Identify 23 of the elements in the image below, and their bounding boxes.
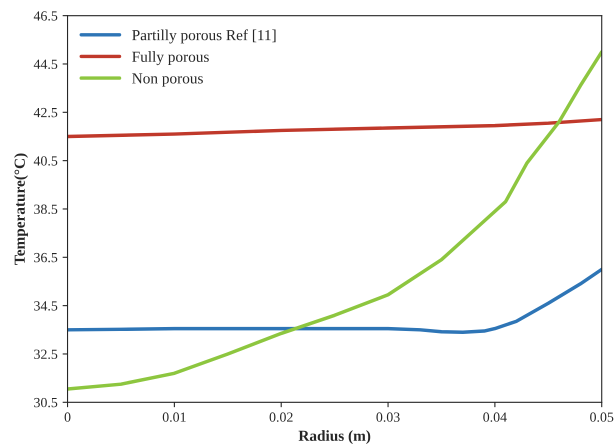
legend-label: Fully porous bbox=[132, 51, 209, 66]
legend-label: Non porous bbox=[132, 73, 203, 87]
line-series bbox=[68, 50, 602, 391]
line-series bbox=[68, 268, 602, 334]
line-series bbox=[68, 118, 602, 138]
y-tick-label: 36.5 bbox=[34, 252, 58, 262]
x-tick-label: 0.05 bbox=[590, 412, 614, 422]
x-tick-label: 0.01 bbox=[162, 412, 186, 422]
x-tick-label: 0 bbox=[64, 412, 70, 422]
y-tick-label: 42.5 bbox=[34, 108, 58, 118]
legend-label: Partilly porous Ref [11] bbox=[132, 29, 276, 44]
x-axis-title: Radius (m) bbox=[298, 430, 370, 444]
y-tick-label: 44.5 bbox=[34, 60, 58, 69]
y-tick-label: 30.5 bbox=[34, 398, 58, 408]
y-tick-label: 40.5 bbox=[34, 156, 58, 166]
x-tick-label: 0.03 bbox=[376, 412, 400, 422]
y-tick-label: 32.5 bbox=[34, 350, 58, 359]
x-tick-label: 0.02 bbox=[270, 412, 293, 422]
x-tick-label: 0.04 bbox=[483, 412, 507, 422]
y-tick-label: 34.5 bbox=[34, 301, 58, 311]
y-tick-label: 38.5 bbox=[34, 204, 58, 214]
y-axis-title: Temperature(°C) bbox=[14, 154, 28, 265]
y-tick-label: 46.5 bbox=[34, 11, 58, 21]
